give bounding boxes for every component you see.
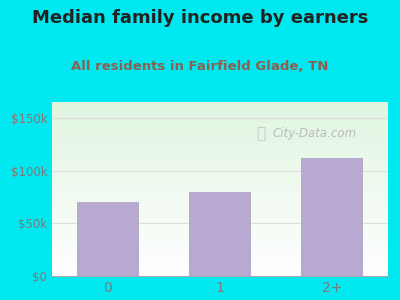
- Text: City-Data.com: City-Data.com: [272, 127, 356, 140]
- Bar: [189, 192, 251, 276]
- Bar: [77, 202, 139, 276]
- Text: All residents in Fairfield Glade, TN: All residents in Fairfield Glade, TN: [71, 60, 329, 73]
- Text: Median family income by earners: Median family income by earners: [32, 9, 368, 27]
- Text: ⦾: ⦾: [256, 126, 265, 141]
- Bar: [301, 158, 363, 276]
